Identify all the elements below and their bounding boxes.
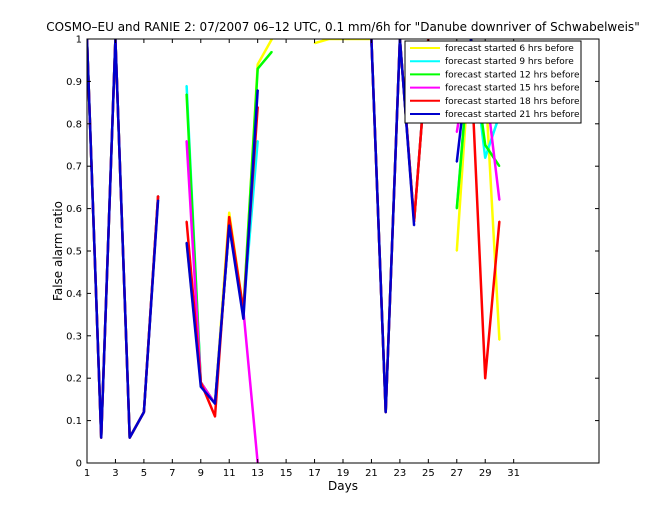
x-tick-label: 27 bbox=[450, 468, 463, 479]
data-point bbox=[128, 436, 131, 439]
data-point bbox=[455, 250, 458, 252]
y-tick-label: 0.7 bbox=[66, 162, 82, 173]
series-layer bbox=[87, 39, 501, 463]
data-point bbox=[214, 415, 216, 418]
data-point bbox=[271, 50, 273, 53]
data-point bbox=[185, 220, 188, 223]
data-point bbox=[185, 241, 188, 244]
data-point bbox=[100, 436, 103, 439]
data-point bbox=[228, 224, 231, 227]
x-tick-label: 5 bbox=[141, 468, 147, 479]
legend-box bbox=[404, 40, 582, 124]
data-point bbox=[455, 207, 458, 210]
x-tick-label: 19 bbox=[337, 468, 350, 479]
y-tick-label: 0.8 bbox=[66, 119, 82, 130]
data-point bbox=[157, 199, 159, 201]
x-tick-label: 23 bbox=[394, 468, 407, 479]
legend-label: forecast started 21 hrs before bbox=[445, 110, 580, 120]
data-point bbox=[413, 224, 415, 227]
y-tick-label: 0.4 bbox=[66, 289, 82, 300]
data-point bbox=[242, 318, 245, 320]
data-point bbox=[228, 216, 231, 218]
x-tick-label: 29 bbox=[479, 468, 492, 479]
data-point bbox=[484, 144, 487, 146]
y-tick-label: 0.9 bbox=[66, 77, 82, 88]
data-point bbox=[214, 402, 216, 405]
y-tick-label: 1 bbox=[76, 35, 82, 46]
data-point bbox=[455, 161, 458, 163]
x-tick-label: 11 bbox=[223, 468, 236, 479]
x-tick-label: 7 bbox=[169, 468, 175, 479]
x-tick-label: 13 bbox=[251, 468, 264, 479]
data-point bbox=[143, 411, 145, 413]
data-point bbox=[384, 411, 387, 413]
chart-title: COSMO–EU and RANIE 2: 07/2007 06–12 UTC,… bbox=[46, 20, 639, 34]
data-point bbox=[199, 385, 202, 388]
y-tick-label: 0.3 bbox=[66, 331, 82, 342]
legend-label: forecast started 12 hrs before bbox=[445, 70, 580, 80]
legend-label: forecast started 18 hrs before bbox=[445, 97, 580, 107]
axis-layer: 1 3 5 7 9 11 13 15 17 19 21 23 25 27 29 3100.10.20.30.4… bbox=[66, 35, 599, 479]
data-point bbox=[484, 156, 487, 159]
y-tick-label: 0.5 bbox=[66, 247, 82, 258]
x-tick-label: 1 bbox=[84, 468, 90, 479]
data-point bbox=[455, 131, 458, 134]
x-tick-label: 25 bbox=[422, 468, 435, 479]
data-point bbox=[185, 84, 188, 87]
data-point bbox=[256, 139, 259, 142]
y-tick-label: 0 bbox=[76, 459, 82, 470]
y-axis-label: False alarm ratio bbox=[51, 201, 65, 301]
legend-label: forecast started 9 hrs before bbox=[445, 57, 574, 67]
data-point bbox=[498, 165, 501, 167]
data-point bbox=[185, 93, 188, 95]
legend-label: forecast started 6 hrs before bbox=[445, 44, 574, 54]
data-point bbox=[256, 67, 259, 70]
data-point bbox=[185, 139, 188, 142]
y-tick-label: 0.2 bbox=[66, 374, 82, 385]
x-tick-label: 31 bbox=[507, 468, 520, 479]
data-point bbox=[256, 63, 259, 66]
y-tick-label: 0.1 bbox=[66, 416, 82, 427]
legend-label: forecast started 15 hrs before bbox=[445, 84, 580, 94]
data-point bbox=[498, 339, 501, 341]
data-point bbox=[498, 199, 501, 201]
data-point bbox=[498, 220, 501, 223]
legend: forecast started 6 hrs before forecast st… bbox=[404, 40, 582, 124]
data-point bbox=[157, 195, 159, 197]
x-tick-label: 15 bbox=[280, 468, 293, 479]
x-tick-label: 21 bbox=[365, 468, 378, 479]
data-point bbox=[228, 212, 231, 214]
x-tick-label: 9 bbox=[198, 468, 204, 479]
data-point bbox=[256, 89, 259, 91]
x-axis-label: Days bbox=[328, 479, 358, 493]
x-tick-label: 17 bbox=[308, 468, 321, 479]
y-tick-label: 0.6 bbox=[66, 204, 82, 215]
series-line bbox=[87, 39, 500, 439]
data-point bbox=[484, 377, 487, 380]
x-tick-label: 3 bbox=[112, 468, 118, 479]
